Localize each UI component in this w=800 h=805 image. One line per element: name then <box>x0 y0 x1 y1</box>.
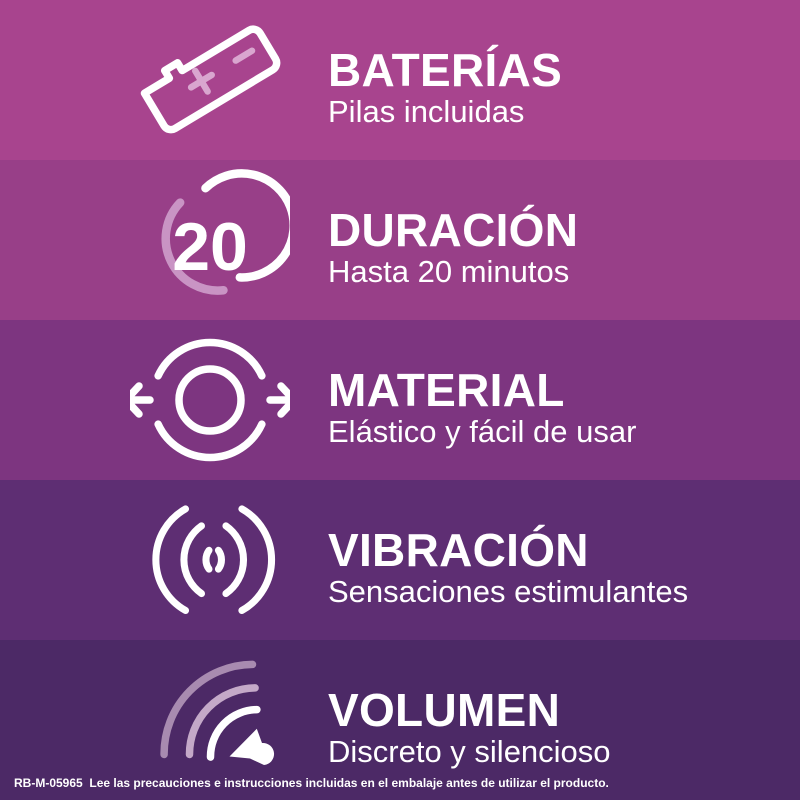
svg-text:20: 20 <box>172 209 248 285</box>
